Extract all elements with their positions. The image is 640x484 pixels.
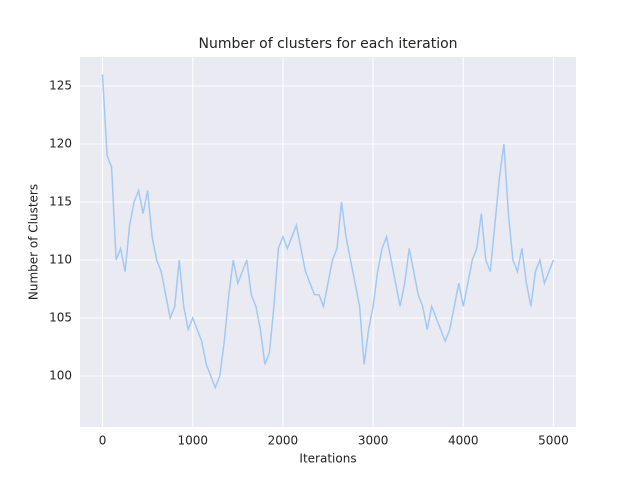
y-tick-label: 100 <box>49 368 72 382</box>
y-tick-label: 120 <box>49 136 72 150</box>
y-tick-label: 105 <box>49 310 72 324</box>
x-tick-label: 0 <box>99 434 107 448</box>
data-line <box>101 74 555 390</box>
y-axis-label: Number of Clusters <box>27 184 41 300</box>
x-tick-label: 2000 <box>268 434 299 448</box>
y-tick-label: 110 <box>49 252 72 266</box>
chart-title: Number of clusters for each iteration <box>198 36 457 52</box>
x-tick-label: 4000 <box>448 434 479 448</box>
x-tick-label: 1000 <box>177 434 208 448</box>
y-tick-label: 125 <box>49 78 72 92</box>
x-axis-label: Iterations <box>299 452 356 466</box>
x-tick-label: 5000 <box>538 434 569 448</box>
plot-area <box>80 57 576 427</box>
y-tick-label: 115 <box>49 194 72 208</box>
x-tick-label: 3000 <box>358 434 389 448</box>
